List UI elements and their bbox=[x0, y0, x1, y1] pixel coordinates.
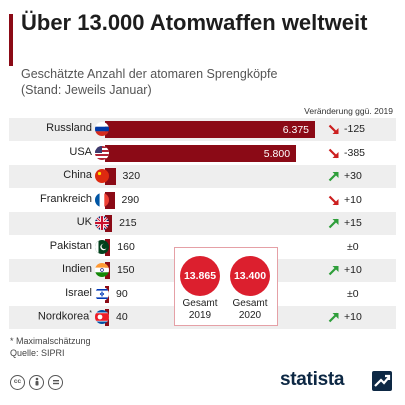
bar-value-label: 6.375 bbox=[282, 124, 309, 136]
country-label: Frankreich bbox=[40, 192, 92, 205]
total-2019-label-line1: Gesamt bbox=[182, 298, 218, 309]
total-2020-label-line1: Gesamt bbox=[232, 298, 268, 309]
change-value: +10 bbox=[344, 264, 362, 276]
arrow-up-right-icon bbox=[328, 264, 341, 277]
israel-flag-icon bbox=[95, 286, 109, 301]
bar bbox=[105, 144, 297, 162]
change-value: -125 bbox=[344, 123, 366, 135]
total-2020-value: 13.400 bbox=[230, 256, 270, 296]
country-label: China bbox=[63, 169, 92, 181]
title-accent-bar bbox=[9, 14, 13, 66]
bar-row-usa: USA 5.800 -385 bbox=[9, 142, 396, 165]
russia-flag-icon bbox=[95, 122, 109, 136]
arrow-up-right-icon bbox=[328, 170, 341, 183]
country-label: Indien bbox=[62, 263, 92, 275]
bar-row-china: China 320 +30 bbox=[9, 165, 396, 188]
change-value: ±0 bbox=[347, 287, 359, 300]
source-note: Quelle: SIPRI bbox=[10, 348, 65, 358]
france-flag-icon bbox=[95, 192, 109, 207]
arrow-up-right-icon bbox=[328, 217, 341, 230]
arrow-up-right-icon bbox=[328, 311, 341, 324]
north-korea-flag-icon bbox=[95, 310, 109, 324]
page-title: Über 13.000 Atomwaffen weltweit bbox=[21, 10, 368, 35]
arrow-down-right-icon bbox=[328, 147, 341, 160]
bar-row-russland: Russland 6.375 -125 bbox=[9, 118, 396, 141]
bar-value-label: 290 bbox=[121, 193, 140, 206]
country-label: Pakistan bbox=[49, 239, 92, 252]
bar-value-label: 40 bbox=[116, 311, 128, 323]
bar-value-label: 5.800 bbox=[263, 147, 291, 160]
country-label: Russland bbox=[46, 122, 92, 134]
footnote: * Maximalschätzung bbox=[10, 336, 91, 346]
total-2019-value: 13.865 bbox=[180, 256, 220, 296]
change-column-header: Veränderung ggü. 2019 bbox=[304, 106, 393, 116]
country-label: USA bbox=[69, 145, 92, 158]
chart-subtitle: Geschätzte Anzahl der atomaren Sprengköp… bbox=[21, 66, 391, 98]
no-derivatives-icon[interactable] bbox=[48, 375, 63, 390]
subtitle-line-2: (Stand: Jeweils Januar) bbox=[21, 83, 152, 97]
bar-value-label: 215 bbox=[119, 217, 137, 229]
creative-commons-icon[interactable]: cc bbox=[10, 375, 25, 390]
country-label: UK bbox=[76, 216, 92, 228]
bar-value-label: 90 bbox=[116, 287, 128, 300]
total-2020-label-line2: 2020 bbox=[238, 310, 262, 321]
bar-row-pakistan: Pakistan 160 ±0 bbox=[9, 236, 396, 259]
bar-row-uk: UK 215 +15 bbox=[9, 212, 396, 235]
bar-value-label: 160 bbox=[117, 240, 135, 253]
change-value: +30 bbox=[344, 170, 362, 182]
country-label: Nordkorea* bbox=[37, 310, 92, 323]
arrow-down-right-icon bbox=[328, 123, 341, 136]
arrow-down-right-icon bbox=[328, 194, 341, 207]
country-label: Israel bbox=[65, 286, 92, 299]
change-value: ±0 bbox=[347, 240, 359, 253]
bar bbox=[105, 121, 315, 138]
usa-flag-icon bbox=[95, 145, 109, 160]
bar-row-israel: Israel 90 ±0 bbox=[9, 283, 396, 306]
india-flag-icon bbox=[95, 263, 109, 277]
footnote-marker: * bbox=[89, 310, 92, 317]
change-value: +10 bbox=[344, 193, 362, 206]
pakistan-flag-icon bbox=[95, 239, 109, 254]
attribution-icon[interactable] bbox=[29, 375, 44, 390]
uk-flag-icon bbox=[95, 216, 109, 230]
statista-logo-icon[interactable] bbox=[372, 371, 392, 391]
bar bbox=[105, 168, 116, 185]
total-2020-label: Gesamt 2020 bbox=[226, 298, 274, 322]
bar-value-label: 150 bbox=[116, 264, 135, 276]
statista-logo-text[interactable]: statista bbox=[280, 369, 345, 390]
totals-box: 13.865 Gesamt 2019 13.400 Gesamt 2020 bbox=[174, 247, 278, 326]
total-2019-label: Gesamt 2019 bbox=[176, 298, 224, 322]
bar bbox=[105, 191, 115, 209]
subtitle-line-1: Geschätzte Anzahl der atomaren Sprengköp… bbox=[21, 67, 278, 81]
bar-value-label: 320 bbox=[122, 170, 141, 182]
bar-row-frankreich: Frankreich 290 +10 bbox=[9, 189, 396, 212]
change-value: +15 bbox=[344, 217, 362, 229]
china-flag-icon bbox=[95, 169, 109, 183]
change-value: +10 bbox=[344, 311, 362, 323]
total-2019-label-line2: 2019 bbox=[188, 310, 212, 321]
change-value: -385 bbox=[344, 146, 366, 159]
